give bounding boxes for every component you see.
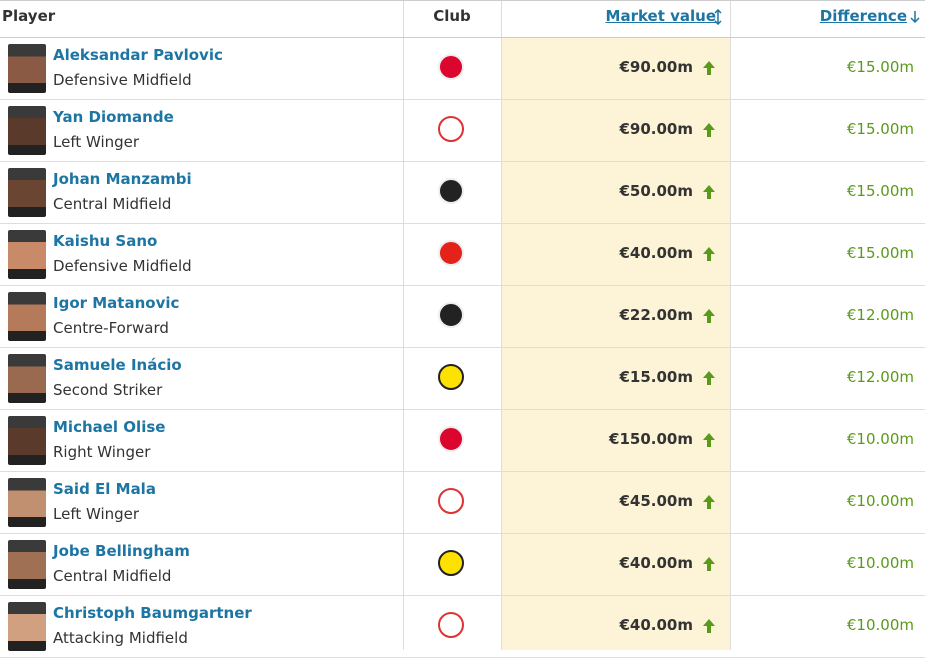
player-avatar bbox=[8, 416, 46, 465]
header-difference[interactable]: Difference bbox=[819, 7, 907, 25]
table-row: Igor Matanovic Centre-Forward €22.00m €12.0… bbox=[0, 286, 925, 348]
market-value: €15.00m bbox=[619, 368, 693, 386]
value-difference: €15.00m bbox=[846, 244, 914, 262]
trend-up-icon bbox=[702, 60, 716, 76]
table-row: Johan Manzambi Central Midfield €50.00m €15… bbox=[0, 162, 925, 224]
club-logo[interactable] bbox=[438, 426, 464, 452]
table-row: Michael Olise Right Winger €150.00m €10.00m bbox=[0, 410, 925, 472]
header-row bbox=[0, 0, 925, 38]
player-name[interactable]: Christoph Baumgartner bbox=[53, 604, 252, 622]
value-difference: €15.00m bbox=[846, 120, 914, 138]
player-position: Centre-Forward bbox=[53, 319, 169, 337]
player-name[interactable]: Jobe Bellingham bbox=[53, 542, 190, 560]
player-position: Left Winger bbox=[53, 133, 140, 151]
sort-icon[interactable] bbox=[714, 9, 722, 25]
header-player: Player bbox=[2, 7, 56, 25]
player-avatar bbox=[8, 540, 46, 589]
column-divider bbox=[403, 0, 404, 650]
trend-up-icon bbox=[702, 432, 716, 448]
player-avatar bbox=[8, 230, 46, 279]
column-divider bbox=[501, 0, 502, 650]
player-avatar bbox=[8, 478, 46, 527]
player-position: Defensive Midfield bbox=[53, 257, 192, 275]
player-position: Central Midfield bbox=[53, 195, 172, 213]
table-row: Yan Diomande Left Winger €90.00m €15.00m bbox=[0, 100, 925, 162]
market-value-column-bg bbox=[502, 38, 730, 650]
player-avatar bbox=[8, 354, 46, 403]
table-row: Samuele Inácio Second Striker €15.00m €12.0… bbox=[0, 348, 925, 410]
trend-up-icon bbox=[702, 308, 716, 324]
club-logo[interactable] bbox=[438, 612, 464, 638]
club-logo[interactable] bbox=[438, 116, 464, 142]
player-position: Defensive Midfield bbox=[53, 71, 192, 89]
trend-up-icon bbox=[702, 494, 716, 510]
club-logo[interactable] bbox=[438, 302, 464, 328]
club-logo[interactable] bbox=[438, 364, 464, 390]
market-value: €22.00m bbox=[619, 306, 693, 324]
table-row: Said El Mala Left Winger €45.00m €10.00m bbox=[0, 472, 925, 534]
market-value: €40.00m bbox=[619, 616, 693, 634]
sort-icon[interactable] bbox=[909, 10, 921, 24]
club-logo[interactable] bbox=[438, 178, 464, 204]
value-difference: €12.00m bbox=[846, 306, 914, 324]
trend-up-icon bbox=[702, 246, 716, 262]
value-difference: €15.00m bbox=[846, 58, 914, 76]
player-name[interactable]: Igor Matanovic bbox=[53, 294, 180, 312]
trend-up-icon bbox=[702, 184, 716, 200]
market-value: €40.00m bbox=[619, 244, 693, 262]
table-row: Christoph Baumgartner Attacking Midfield €… bbox=[0, 596, 925, 658]
table-row: Aleksandar Pavlovic Defensive Midfield €90… bbox=[0, 38, 925, 100]
trend-up-icon bbox=[702, 370, 716, 386]
player-position: Left Winger bbox=[53, 505, 140, 523]
market-value: €45.00m bbox=[619, 492, 693, 510]
value-difference: €15.00m bbox=[846, 182, 914, 200]
trend-up-icon bbox=[702, 122, 716, 138]
player-avatar bbox=[8, 602, 46, 651]
player-name[interactable]: Johan Manzambi bbox=[53, 170, 192, 188]
market-value: €150.00m bbox=[609, 430, 693, 448]
player-name[interactable]: Michael Olise bbox=[53, 418, 166, 436]
column-divider bbox=[730, 0, 731, 650]
player-name[interactable]: Kaishu Sano bbox=[53, 232, 158, 250]
market-value: €50.00m bbox=[619, 182, 693, 200]
club-logo[interactable] bbox=[438, 240, 464, 266]
player-avatar bbox=[8, 292, 46, 341]
player-name[interactable]: Yan Diomande bbox=[53, 108, 174, 126]
player-name[interactable]: Said El Mala bbox=[53, 480, 156, 498]
table-row: Jobe Bellingham Central Midfield €40.00m €1… bbox=[0, 534, 925, 596]
market-value: €90.00m bbox=[619, 120, 693, 138]
value-difference: €10.00m bbox=[846, 616, 914, 634]
value-difference: €12.00m bbox=[846, 368, 914, 386]
trend-up-icon bbox=[702, 556, 716, 572]
header-market-value[interactable]: Market value bbox=[605, 7, 716, 25]
player-position: Right Winger bbox=[53, 443, 151, 461]
value-difference: €10.00m bbox=[846, 430, 914, 448]
value-difference: €10.00m bbox=[846, 554, 914, 572]
table-row: Kaishu Sano Defensive Midfield €40.00m €15.… bbox=[0, 224, 925, 286]
market-value: €90.00m bbox=[619, 58, 693, 76]
player-avatar bbox=[8, 44, 46, 93]
player-name[interactable]: Samuele Inácio bbox=[53, 356, 182, 374]
player-position: Attacking Midfield bbox=[53, 629, 188, 647]
trend-up-icon bbox=[702, 618, 716, 634]
market-value: €40.00m bbox=[619, 554, 693, 572]
club-logo[interactable] bbox=[438, 488, 464, 514]
club-logo[interactable] bbox=[438, 54, 464, 80]
player-position: Second Striker bbox=[53, 381, 163, 399]
player-name[interactable]: Aleksandar Pavlovic bbox=[53, 46, 223, 64]
player-avatar bbox=[8, 106, 46, 155]
player-position: Central Midfield bbox=[53, 567, 172, 585]
header-club: Club bbox=[433, 7, 471, 25]
club-logo[interactable] bbox=[438, 550, 464, 576]
player-avatar bbox=[8, 168, 46, 217]
value-difference: €10.00m bbox=[846, 492, 914, 510]
